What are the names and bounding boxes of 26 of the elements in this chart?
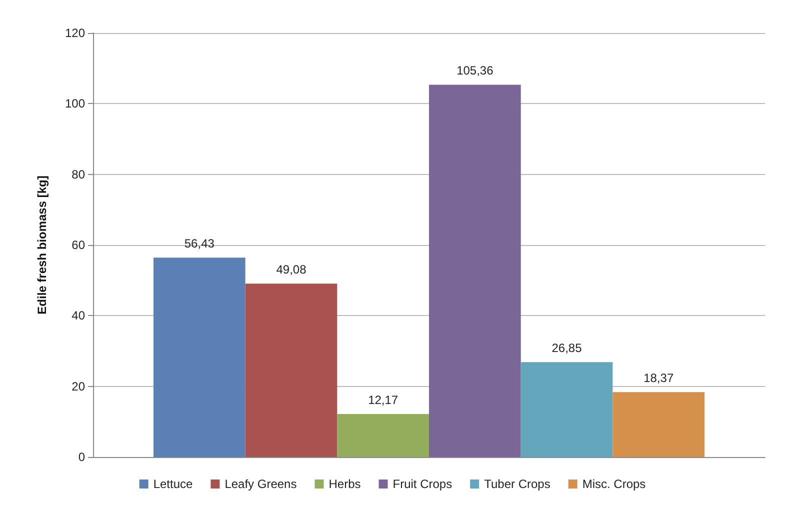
data-label: 49,08 bbox=[276, 262, 307, 277]
y-tick-label: 100 bbox=[64, 96, 86, 111]
data-label: 26,85 bbox=[552, 341, 582, 356]
legend-label: Lettuce bbox=[153, 477, 194, 491]
legend-label: Fruit Crops bbox=[392, 477, 452, 491]
legend-label: Misc. Crops bbox=[582, 477, 646, 491]
bar bbox=[612, 392, 705, 457]
bar bbox=[337, 414, 429, 457]
bar bbox=[429, 84, 521, 457]
y-tick-label: 0 bbox=[78, 450, 86, 464]
legend-label: Herbs bbox=[328, 477, 361, 491]
y-tick-label: 20 bbox=[72, 379, 86, 394]
data-label: 56,43 bbox=[184, 236, 215, 251]
data-label: 105,36 bbox=[456, 64, 494, 78]
y-tick-label: 40 bbox=[72, 308, 86, 323]
legend-label: Tuber Crops bbox=[484, 477, 550, 491]
data-label: 18,37 bbox=[644, 371, 674, 386]
y-tick-label: 60 bbox=[72, 238, 86, 252]
legend-label: Leafy Greens bbox=[224, 477, 297, 491]
bar bbox=[153, 258, 246, 457]
bar bbox=[245, 284, 338, 457]
y-tick-label: 80 bbox=[72, 167, 86, 182]
y-tick-label: 120 bbox=[64, 26, 86, 40]
bar bbox=[520, 362, 613, 457]
data-label: 12,17 bbox=[368, 393, 398, 407]
y-axis-title: Edile fresh biomass [kg] bbox=[35, 176, 49, 314]
